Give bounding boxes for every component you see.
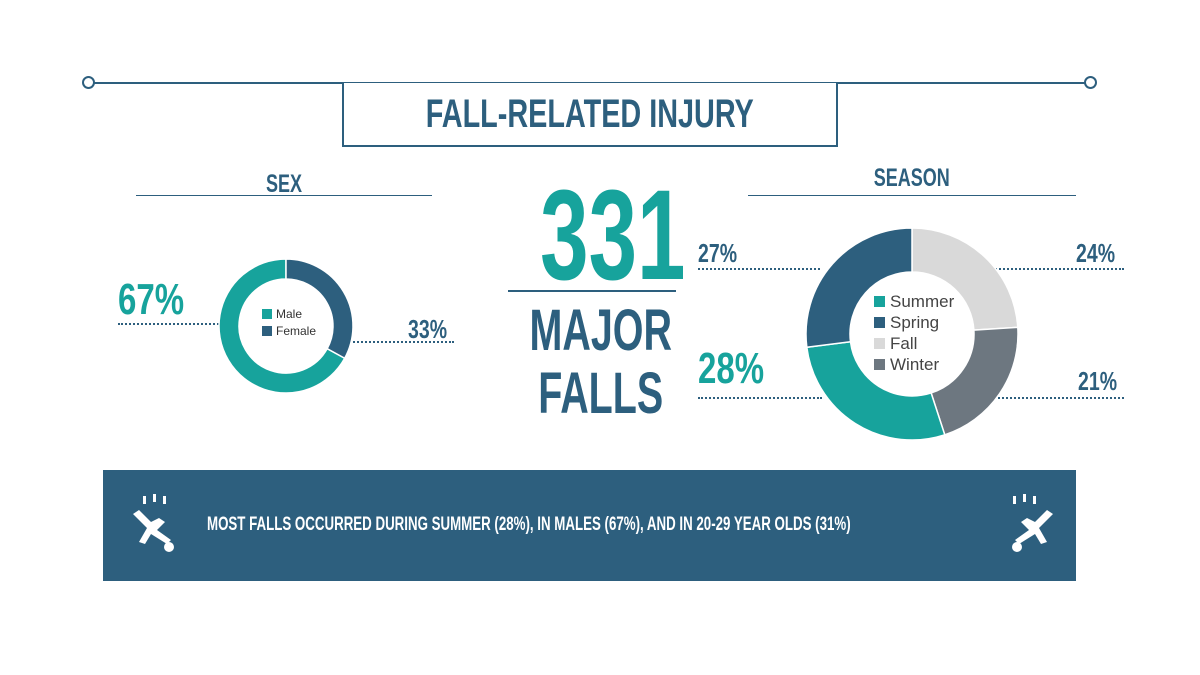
legend-swatch-male — [262, 309, 272, 319]
winter-percent: 21% — [1078, 366, 1118, 396]
legend-label-male: Male — [276, 307, 302, 321]
legend-label-spring: Spring — [890, 313, 939, 332]
slice-female — [285, 258, 354, 360]
sex-female-pct-wrap: 33% — [408, 314, 460, 345]
season-heading-rule — [748, 195, 1076, 196]
season-donut-chart: Summer Spring Fall Winter — [805, 227, 1019, 441]
headline-number-wrap: 331 — [506, 172, 685, 300]
falling-person-icon-right — [1012, 494, 1053, 552]
falling-person-icon — [133, 494, 174, 552]
summary-banner: MOST FALLS OCCURRED DURING SUMMER (28%),… — [103, 470, 1076, 581]
legend-label-summer: Summer — [890, 292, 955, 311]
page-title: FALL-RELATED INJURY — [425, 91, 754, 136]
legend-swatch-winter — [874, 359, 885, 370]
sex-donut-chart: Male Female — [218, 258, 354, 394]
spring-leader-line — [698, 268, 820, 270]
summary-text: MOST FALLS OCCURRED DURING SUMMER (28%),… — [207, 514, 851, 535]
rule-cap-left — [82, 76, 95, 89]
sex-heading: SEX — [265, 170, 303, 198]
legend-swatch-fall — [874, 338, 885, 349]
slice-male — [218, 258, 346, 394]
legend-swatch-female — [262, 326, 272, 336]
season-heading: SEASON — [873, 164, 951, 192]
summer-pct-wrap: 28% — [698, 344, 786, 394]
spring-pct-wrap: 27% — [698, 238, 750, 269]
summer-leader-line — [698, 397, 822, 399]
sex-heading-wrap: SEX — [136, 170, 432, 199]
winter-leader-line — [990, 397, 1124, 399]
sex-male-pct-wrap: 67% — [118, 275, 206, 325]
legend-swatch-spring — [874, 317, 885, 328]
slice-spring — [805, 227, 913, 349]
headline-label-wrap: MAJOR FALLS — [496, 298, 686, 426]
legend-label-fall: Fall — [890, 334, 917, 353]
headline-rule — [508, 290, 676, 292]
female-leader-line — [346, 341, 454, 343]
legend-swatch-summer — [874, 296, 885, 307]
winter-pct-wrap: 21% — [1078, 366, 1130, 397]
fall-leader-line — [960, 268, 1124, 270]
spring-percent: 27% — [698, 238, 738, 268]
season-heading-wrap: SEASON — [748, 164, 1076, 193]
summary-text-wrap: MOST FALLS OCCURRED DURING SUMMER (28%),… — [207, 514, 1127, 536]
title-box: FALL-RELATED INJURY — [342, 83, 838, 147]
rule-cap-right — [1084, 76, 1097, 89]
fall-pct-wrap: 24% — [1076, 238, 1128, 269]
headline-label: MAJOR FALLS — [529, 298, 672, 426]
slice-winter — [930, 326, 1019, 436]
female-percent: 33% — [408, 314, 448, 344]
headline-label-line2: FALLS — [538, 360, 664, 426]
fall-percent: 24% — [1076, 238, 1116, 268]
legend-label-female: Female — [276, 324, 316, 338]
male-percent: 67% — [118, 275, 185, 324]
headline-label-line1: MAJOR — [529, 298, 672, 363]
headline-number: 331 — [540, 164, 686, 307]
sex-heading-rule — [136, 195, 432, 196]
slice-summer — [805, 340, 946, 441]
summer-percent: 28% — [698, 344, 765, 393]
male-leader-line — [118, 323, 230, 325]
legend-label-winter: Winter — [890, 355, 939, 374]
